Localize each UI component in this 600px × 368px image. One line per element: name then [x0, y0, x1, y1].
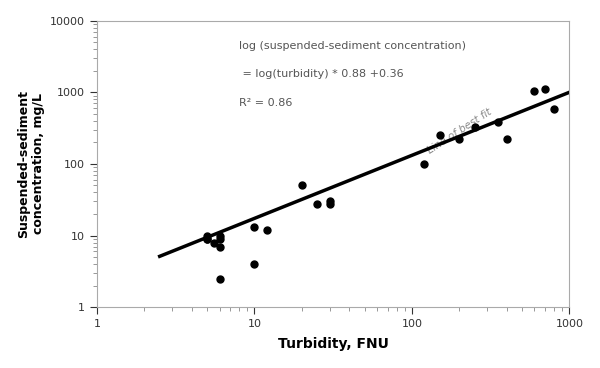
Point [549, 106, 559, 112]
Point [313, 201, 322, 206]
Point [325, 198, 334, 204]
Point [297, 183, 307, 188]
Point [215, 276, 224, 282]
Point [250, 224, 259, 230]
Point [325, 201, 334, 206]
X-axis label: Turbidity, FNU: Turbidity, FNU [278, 337, 389, 351]
Y-axis label: Suspended-sediment
concentration, mg/L: Suspended-sediment concentration, mg/L [17, 90, 44, 238]
Text: = log(turbidity) * 0.88 +0.36: = log(turbidity) * 0.88 +0.36 [239, 70, 403, 79]
Point [419, 161, 429, 167]
Point [470, 124, 479, 130]
Point [250, 261, 259, 267]
Point [435, 132, 445, 138]
Text: Line of best fit: Line of best fit [425, 107, 493, 156]
Point [540, 86, 550, 92]
Point [202, 236, 212, 242]
Point [502, 137, 511, 142]
Point [454, 137, 464, 142]
Point [209, 240, 218, 245]
Text: log (suspended-sediment concentration): log (suspended-sediment concentration) [239, 41, 466, 51]
Point [202, 236, 212, 242]
Text: R² = 0.86: R² = 0.86 [239, 98, 292, 108]
Point [262, 227, 272, 233]
Point [493, 120, 502, 125]
Point [202, 233, 212, 238]
Point [215, 233, 224, 238]
Point [530, 88, 539, 94]
Point [215, 236, 224, 242]
Point [215, 244, 224, 250]
